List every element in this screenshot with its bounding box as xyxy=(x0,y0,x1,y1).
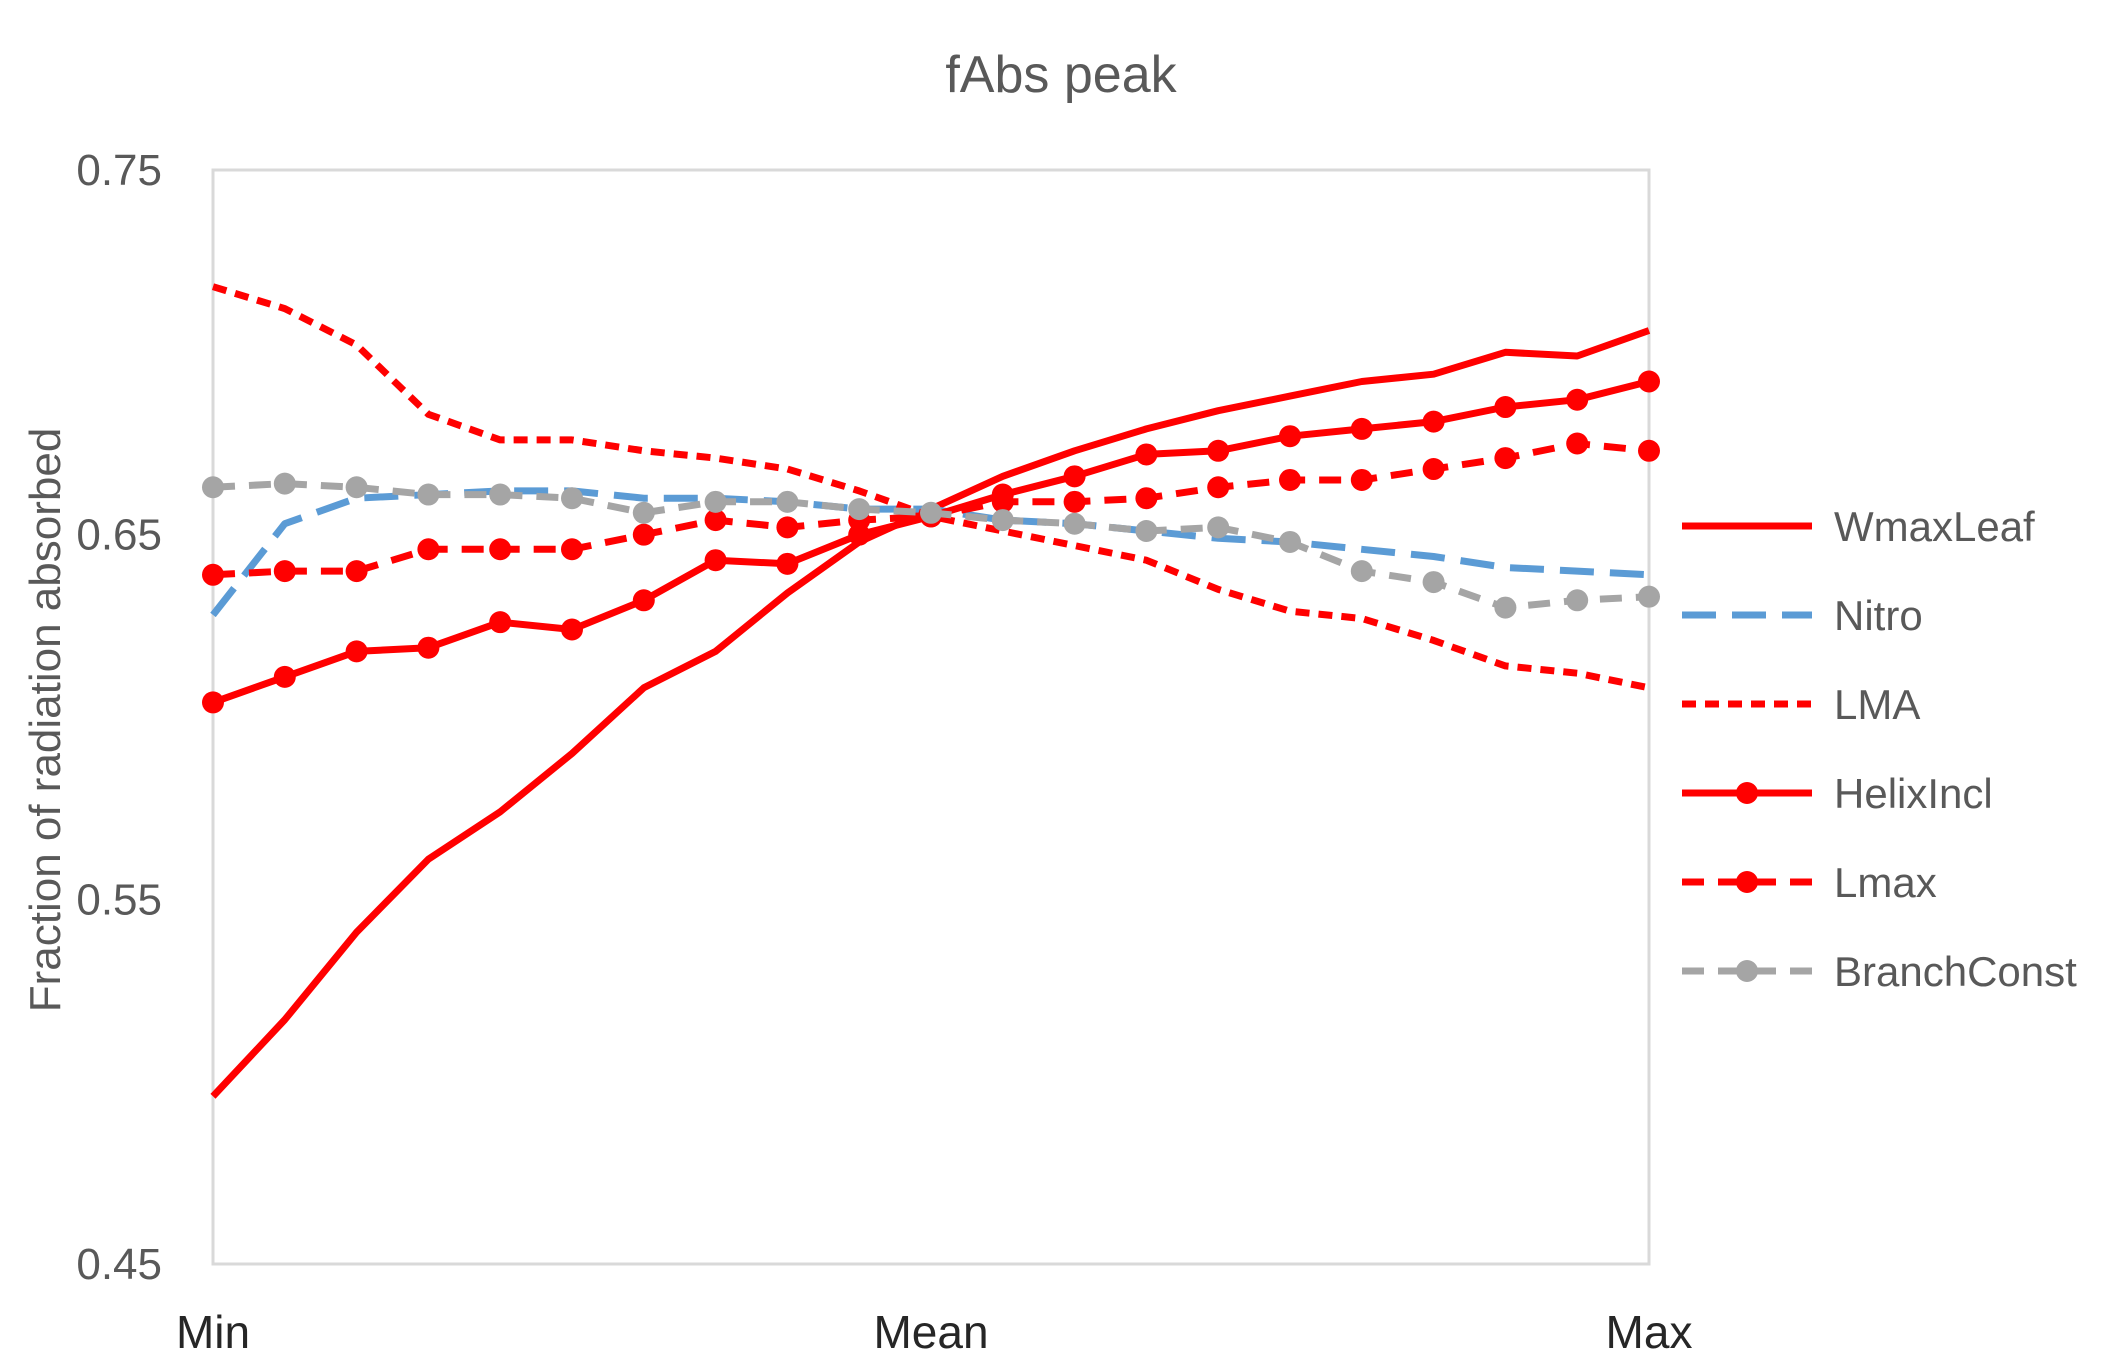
data-point-Lmax xyxy=(1566,432,1589,455)
data-point-BranchConst xyxy=(1638,585,1660,608)
legend-marker xyxy=(1736,782,1758,804)
data-point-HelixIncl xyxy=(561,618,583,641)
legend-label: HelixIncl xyxy=(1834,770,1993,817)
data-point-Lmax xyxy=(1494,447,1517,470)
data-point-BranchConst xyxy=(345,476,368,499)
data-point-HelixIncl xyxy=(776,552,799,575)
x-axis-ticks: Min Mean Max xyxy=(176,1306,1693,1358)
y-axis-ticks: 0.45 0.55 0.65 0.75 xyxy=(76,146,162,1289)
legend-label: BranchConst xyxy=(1834,948,2077,995)
legend-item-WmaxLeaf: WmaxLeaf xyxy=(1682,503,2035,550)
data-point-BranchConst xyxy=(632,501,655,524)
legend-marker xyxy=(1736,960,1758,982)
data-point-Lmax xyxy=(1135,487,1158,510)
data-point-HelixIncl xyxy=(1638,370,1660,393)
data-point-HelixIncl xyxy=(202,691,224,714)
data-point-BranchConst xyxy=(1063,512,1086,535)
data-point-BranchConst xyxy=(991,509,1014,532)
legend-item-Nitro: Nitro xyxy=(1682,592,1923,639)
plot-area-border xyxy=(211,168,1651,1266)
data-point-HelixIncl xyxy=(1207,439,1230,462)
data-point-BranchConst xyxy=(920,501,942,524)
data-point-BranchConst xyxy=(704,490,727,513)
series-layer xyxy=(202,283,1660,1099)
data-point-HelixIncl xyxy=(489,611,512,634)
data-point-BranchConst xyxy=(1494,596,1517,619)
data-point-Lmax xyxy=(1350,468,1373,491)
series-BranchConst xyxy=(202,472,1660,619)
legend-item-BranchConst: BranchConst xyxy=(1682,948,2077,995)
y-tick-label: 0.45 xyxy=(76,1240,162,1289)
y-tick-label: 0.75 xyxy=(76,146,162,195)
data-point-BranchConst xyxy=(1135,520,1158,543)
data-point-HelixIncl xyxy=(1494,396,1517,419)
data-point-Lmax xyxy=(561,538,583,561)
data-point-Lmax xyxy=(273,560,296,583)
data-point-Lmax xyxy=(991,490,1014,513)
data-point-BranchConst xyxy=(1566,589,1589,612)
legend-label: Lmax xyxy=(1834,859,1937,906)
data-point-Lmax xyxy=(417,538,440,561)
y-tick-label: 0.55 xyxy=(76,875,162,924)
data-point-BranchConst xyxy=(776,490,799,513)
data-point-HelixIncl xyxy=(345,640,368,663)
x-tick-label: Mean xyxy=(873,1306,988,1358)
data-point-BranchConst xyxy=(1207,516,1230,539)
series-line-WmaxLeaf xyxy=(210,327,1651,1099)
data-point-Lmax xyxy=(776,516,799,539)
data-point-HelixIncl xyxy=(1135,443,1158,466)
data-point-HelixIncl xyxy=(1422,410,1445,433)
legend-item-HelixIncl: HelixIncl xyxy=(1682,770,1993,817)
data-point-Lmax xyxy=(1207,476,1230,499)
data-point-HelixIncl xyxy=(417,636,440,659)
data-point-BranchConst xyxy=(273,472,296,495)
data-point-Lmax xyxy=(202,563,224,586)
data-point-HelixIncl xyxy=(1566,388,1589,411)
data-point-Lmax xyxy=(1422,458,1445,481)
data-point-HelixIncl xyxy=(632,589,655,612)
data-point-BranchConst xyxy=(1350,560,1373,583)
data-point-BranchConst xyxy=(1422,571,1445,594)
x-tick-label: Min xyxy=(176,1306,250,1358)
data-point-HelixIncl xyxy=(273,665,296,688)
data-point-BranchConst xyxy=(489,483,512,506)
legend-label: LMA xyxy=(1834,681,1920,728)
data-point-BranchConst xyxy=(417,483,440,506)
chart-title: fAbs peak xyxy=(945,46,1177,104)
data-point-BranchConst xyxy=(561,487,583,510)
data-point-Lmax xyxy=(704,509,727,532)
data-point-Lmax xyxy=(632,523,655,546)
legend-marker xyxy=(1736,871,1758,893)
data-point-Lmax xyxy=(489,538,512,561)
data-point-HelixIncl xyxy=(1279,425,1301,448)
x-tick-label: Max xyxy=(1606,1306,1693,1358)
data-point-Lmax xyxy=(345,560,368,583)
data-point-HelixIncl xyxy=(704,549,727,572)
data-point-BranchConst xyxy=(202,476,224,499)
y-tick-label: 0.65 xyxy=(76,511,162,560)
data-point-Lmax xyxy=(1279,468,1301,491)
legend-item-LMA: LMA xyxy=(1682,681,1920,728)
data-point-BranchConst xyxy=(1279,530,1301,553)
legend-label: WmaxLeaf xyxy=(1834,503,2035,550)
data-point-HelixIncl xyxy=(1350,417,1373,440)
legend-item-Lmax: Lmax xyxy=(1682,859,1937,906)
y-axis-label: Fraction of radiation absorbed xyxy=(21,428,70,1013)
data-point-Lmax xyxy=(1063,490,1086,513)
data-point-HelixIncl xyxy=(1063,465,1086,488)
legend-label: Nitro xyxy=(1834,592,1923,639)
legend: WmaxLeaf Nitro LMA HelixIncl Lmax BranchConst xyxy=(1682,503,2077,995)
data-point-Lmax xyxy=(1638,439,1660,462)
series-WmaxLeaf xyxy=(210,327,1651,1099)
data-point-BranchConst xyxy=(848,498,871,521)
